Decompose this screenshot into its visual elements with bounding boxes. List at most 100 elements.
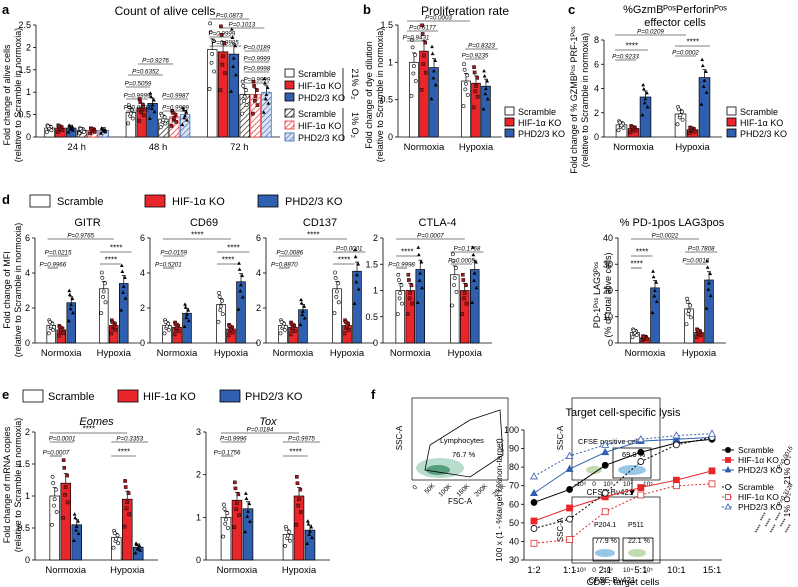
f-point [566,504,573,512]
a-ytick-label: 0 [26,132,31,142]
d4-data-point [462,296,466,301]
d3-ytick-label: 0 [256,338,261,348]
d1-data-point [70,296,75,301]
legend-a-phd-swatch [284,92,295,102]
d2-xtick-label: Normoxia [157,348,198,359]
a-data-point [242,94,247,99]
d2-ytick-label: 6 [140,233,145,243]
b-data-point [420,23,424,28]
a-data-point [128,111,133,116]
a-data-point [255,88,259,92]
f-xtick-label: 1:2 [527,565,540,576]
e2-data-point [306,522,311,526]
d5-data-point [705,259,709,263]
f-ytick-label: 50 [509,518,519,528]
d5-data-point [684,322,689,327]
e1-data-point [54,510,59,514]
flow1-xtick: 100K [437,482,453,498]
d1-ytick-label: 0 [25,338,30,348]
a-data-point [255,103,260,107]
a-data-point [252,84,256,88]
e2-data-point [244,496,249,500]
b-data-point [433,82,438,87]
e1-data-point [50,522,54,527]
legend-b-phd-label: PHD2/3 KO [518,129,565,139]
b-pvalue: P=0.9235 [462,53,489,60]
flow1-gate [424,409,504,478]
d4-data-point [460,312,465,316]
chart-b: 0 0.5 1 1.5 Normoxia Hypoxia P=0.0003 P=0.6177 P… [380,15,502,153]
e2-data-point [223,521,228,526]
e1-data-point [127,512,131,517]
e1-data-point [125,500,129,505]
b-data-point [465,93,470,97]
d5-ytick-label: 20 [603,286,613,296]
f-legend-marker [725,494,731,500]
chart-a: 0 0.5 1 1.5 2 2.5 24 h 48 h 72 h P=0.0873 P=0.1013… [18,13,280,153]
d2-pvalue: **** [227,244,240,253]
e2-data-point [296,503,301,508]
e1-data-point [76,519,80,523]
d5-data-point [654,280,659,284]
f-point [601,440,610,448]
d4-data-point [474,260,478,264]
flow3-population-2 [628,549,646,557]
f-point [637,448,645,456]
d2-data-point [186,318,191,323]
a-data-point [148,91,153,95]
f-point [530,525,538,532]
e2-data-point [305,519,310,523]
e2-pvalue: P=0.9975 [288,436,315,443]
f-o2-1: 1% O₂ [782,493,792,518]
panel-b-legend: Scramble HIF-1α KO PHD2/3 KO [504,106,565,139]
d3-data-point [342,331,347,336]
d2-data-point [240,273,245,278]
flow1-gate-pct: 76.7 % [452,450,476,459]
d2-data-point [217,294,222,299]
e1-data-point [51,481,56,486]
d2-data-point [183,302,187,306]
d3-data-point [288,332,293,337]
d5-pvalue: **** [636,248,649,257]
f-point [530,499,538,506]
d5-data-point [685,296,689,301]
c-data-point [641,86,646,91]
d4-data-point [450,252,455,257]
a-pvalue: P=0.9985 [212,40,239,47]
flow-arrowhead [629,490,635,495]
f-point [673,441,680,449]
f-legend-label: HIF-1α KO [738,455,779,465]
f-ytick-label: 100 [504,425,519,435]
d4-data-point [395,312,400,317]
e2-data-point [298,487,303,492]
d4-data-point [407,278,411,282]
f-line-hif-1-ko-21-o2 [533,470,713,522]
e1-data-point [52,497,57,502]
d3-data-point [356,262,361,266]
flow3-gate2-label: P511 [628,522,644,529]
d2-data-point [186,308,191,312]
b-data-point [430,51,435,56]
d4-data-point [470,300,475,304]
e1-pvalue: **** [117,448,130,457]
a-pvalue: P=0.0873 [216,13,243,20]
a-data-point [127,105,132,110]
f-legend-marker [725,483,732,490]
d5-data-point [705,265,710,269]
a-data-point [88,131,93,136]
d5-data-point [630,335,635,340]
a-data-point [261,110,266,114]
f-line-scramble-1-o2 [533,436,713,529]
a-data-point [69,126,74,130]
e2-data-point [295,481,300,486]
e2-data-point [294,523,299,527]
flow3-xtick: 10⁵ [643,567,653,574]
a-xtick-label: 72 h [230,142,249,153]
d4-ytick-label: 1 [373,286,378,296]
d2-data-point [163,320,168,324]
d2-pvalue: P=0.5201 [155,262,182,269]
e2-xtick-label: Normoxia [217,565,258,576]
d1-data-point [123,275,127,279]
